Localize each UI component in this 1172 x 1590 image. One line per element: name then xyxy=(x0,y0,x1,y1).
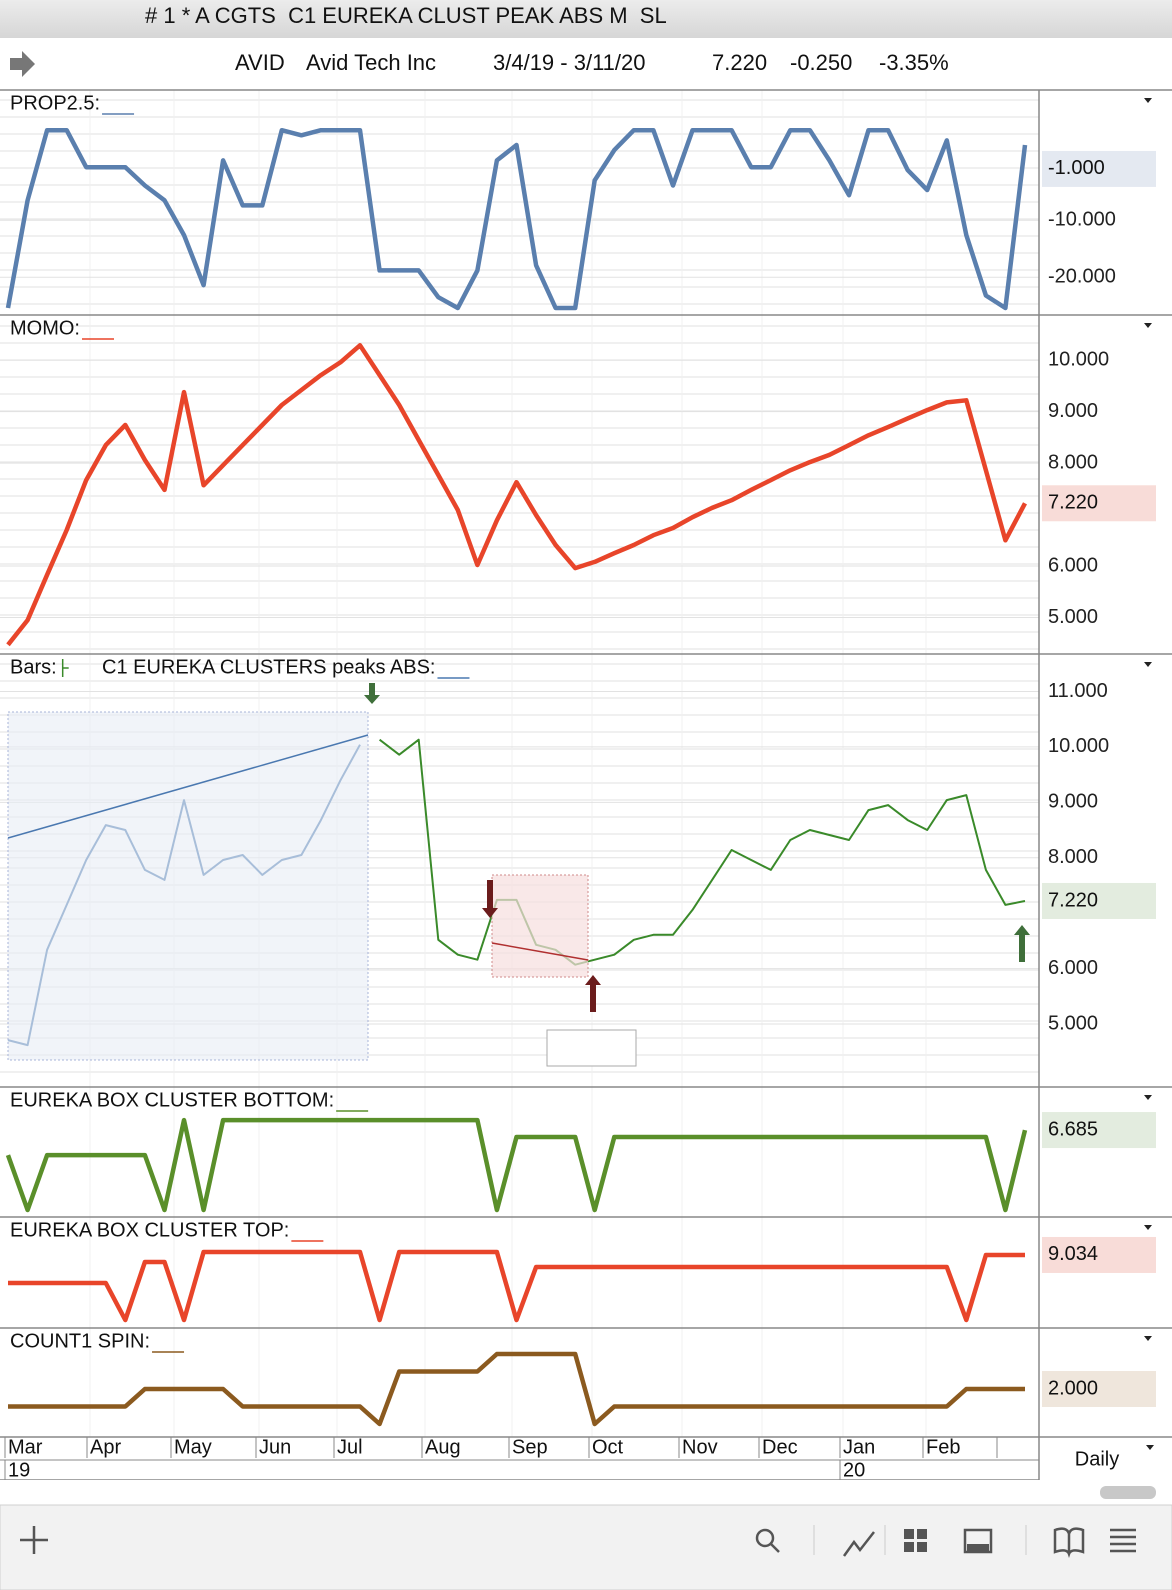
last-value-badge xyxy=(1042,150,1156,187)
last-value-label: 7.220 xyxy=(1048,889,1098,911)
panel-menu[interactable] xyxy=(1144,1095,1152,1100)
signal-arrow xyxy=(585,975,601,1012)
month-label: Apr xyxy=(90,1436,121,1458)
scrollbar[interactable] xyxy=(1100,1486,1156,1499)
year-label: 20 xyxy=(843,1459,865,1481)
month-label: Dec xyxy=(762,1436,798,1458)
last-value-label: 6.685 xyxy=(1048,1118,1098,1140)
panel-title: EUREKA BOX CLUSTER TOP: xyxy=(10,1219,289,1241)
month-label: Mar xyxy=(8,1436,43,1458)
series-line xyxy=(378,738,1026,966)
series-line xyxy=(8,1351,1025,1427)
panel-menu[interactable] xyxy=(1144,1225,1152,1230)
last-value-badge xyxy=(1042,882,1156,919)
company-name: Avid Tech Inc xyxy=(306,50,436,75)
y-tick-label: 5.000 xyxy=(1048,1012,1098,1034)
signal-arrow xyxy=(364,683,380,704)
panels: -10.000 -20.000 -1.000 PROP2.5: 5.000 6.000 8.… xyxy=(0,89,1172,1481)
grid-button[interactable] xyxy=(904,1529,927,1552)
month-label: Jun xyxy=(259,1436,291,1458)
last-value-label: 2.000 xyxy=(1048,1377,1098,1399)
date-range: 3/4/19 - 3/11/20 xyxy=(493,50,646,75)
y-tick-label: 10.000 xyxy=(1048,735,1109,757)
panel-menu[interactable] xyxy=(1144,662,1152,667)
toolbar xyxy=(0,1504,1172,1590)
panel-title: EUREKA BOX CLUSTER BOTTOM: xyxy=(10,1089,334,1111)
last-value-label: 7.220 xyxy=(1048,492,1098,514)
panel-menu[interactable] xyxy=(1144,1336,1152,1341)
panel-title: Bars: xyxy=(10,656,57,678)
decorations xyxy=(7,683,1030,1067)
last-value-badge xyxy=(1042,485,1156,522)
period-selector[interactable]: Daily xyxy=(1075,1448,1119,1470)
book-button[interactable] xyxy=(1053,1527,1085,1558)
list-button[interactable] xyxy=(1110,1528,1136,1553)
y-tick-label: 8.000 xyxy=(1048,451,1098,473)
trend-line xyxy=(7,734,369,839)
y-tick-label: -20.000 xyxy=(1048,266,1116,288)
y-tick-label: 5.000 xyxy=(1048,606,1098,628)
chart-button[interactable] xyxy=(842,1531,875,1557)
title-bar xyxy=(0,0,1172,38)
month-label: Oct xyxy=(592,1436,624,1458)
cluster-box xyxy=(7,711,369,1061)
month-label: Nov xyxy=(682,1436,718,1458)
panel-button[interactable] xyxy=(963,1528,993,1554)
signal-arrow xyxy=(482,880,498,918)
y-tick-label: 8.000 xyxy=(1048,846,1098,868)
panel-menu[interactable] xyxy=(1144,323,1152,328)
last-value-badge xyxy=(1042,1112,1156,1149)
cluster-box xyxy=(491,874,589,978)
month-label: Jan xyxy=(843,1436,875,1458)
last-value-badge xyxy=(1042,1236,1156,1273)
last-price: 7.220 xyxy=(712,50,767,75)
y-tick-label: -10.000 xyxy=(1048,209,1116,231)
panel-title: COUNT1 SPIN: xyxy=(10,1330,150,1352)
legend-glyph xyxy=(61,659,69,677)
add-button[interactable] xyxy=(20,1526,48,1554)
annotation-box xyxy=(546,1029,637,1067)
y-tick-label: 6.000 xyxy=(1048,957,1098,979)
series-line xyxy=(5,127,1028,311)
series-line xyxy=(8,1249,1025,1323)
symbol: AVID xyxy=(235,50,285,75)
panel-title: MOMO: xyxy=(10,317,80,339)
month-label: Feb xyxy=(926,1436,960,1458)
year-label: 19 xyxy=(8,1459,30,1481)
series-line xyxy=(6,343,1027,647)
signal-arrow xyxy=(1014,925,1030,962)
change: -0.250 xyxy=(790,50,852,75)
last-value-badge xyxy=(1042,1370,1156,1407)
y-tick-label: 9.000 xyxy=(1048,400,1098,422)
month-label: Sep xyxy=(512,1436,548,1458)
y-tick-label: 9.000 xyxy=(1048,791,1098,813)
y-tick-label: 6.000 xyxy=(1048,554,1098,576)
panel-menu[interactable] xyxy=(1144,98,1152,103)
month-label: Jul xyxy=(337,1436,363,1458)
window-title: # 1 * A CGTS C1 EUREKA CLUST PEAK ABS M … xyxy=(145,3,667,28)
last-value-label: 9.034 xyxy=(1048,1243,1098,1265)
last-value-label: -1.000 xyxy=(1048,157,1105,179)
scroll-area xyxy=(0,1480,1172,1505)
arrow-button[interactable] xyxy=(10,51,35,77)
month-label: May xyxy=(174,1436,212,1458)
month-label: Aug xyxy=(425,1436,461,1458)
series-line xyxy=(5,1117,1028,1213)
trend-line xyxy=(491,942,589,961)
y-tick-label: 10.000 xyxy=(1048,348,1109,370)
change-percent: -3.35% xyxy=(879,50,949,75)
search-button[interactable] xyxy=(755,1528,775,1548)
panel-title: PROP2.5: xyxy=(10,92,100,114)
y-tick-label: 11.000 xyxy=(1048,680,1108,702)
legend-label: C1 EUREKA CLUSTERS peaks ABS: xyxy=(102,656,435,678)
period-menu xyxy=(1146,1445,1154,1450)
